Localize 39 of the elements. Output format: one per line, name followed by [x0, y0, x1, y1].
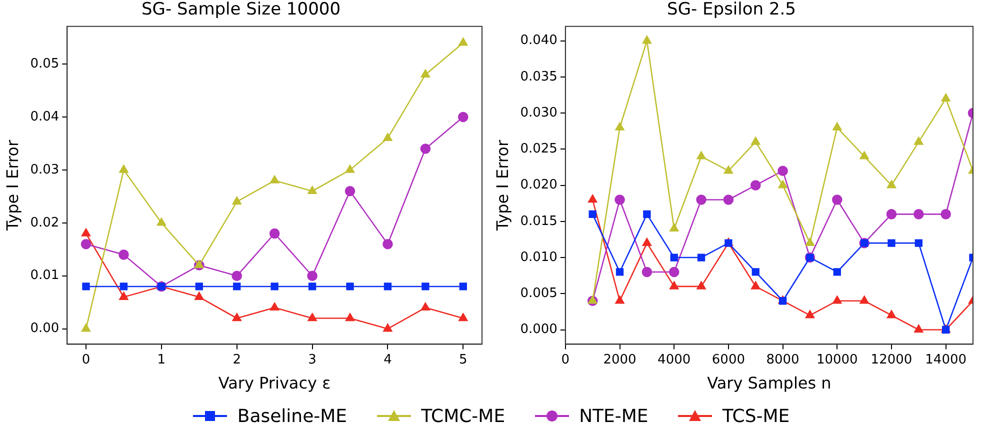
legend-label: TCMC-ME — [421, 406, 506, 426]
legend-label: NTE-ME — [579, 406, 648, 426]
x-tick-label: 0 — [561, 352, 570, 368]
y-tick-label: 0.03 — [30, 162, 60, 178]
x-tick-label: 1 — [157, 352, 166, 368]
x-tick-label: 4 — [384, 352, 392, 368]
y-tick-label: 0.02 — [30, 215, 60, 230]
x-tick-label: 2 — [232, 352, 241, 368]
y-tick-label: 0.020 — [520, 178, 558, 193]
x-tick-label: 5 — [459, 352, 468, 368]
legend-label: TCS-ME — [722, 406, 790, 426]
y-tick-label: 0.00 — [30, 321, 60, 336]
x-tick-label: 10000 — [816, 352, 858, 368]
y-tick-label: 0.010 — [520, 250, 558, 265]
y-axis-title: Type I Error — [492, 140, 512, 232]
x-tick-label: 2000 — [603, 352, 636, 368]
x-tick-label: 12000 — [870, 352, 912, 368]
y-tick-label: 0.015 — [520, 214, 558, 229]
y-tick-label: 0.05 — [30, 56, 60, 72]
legend-label: Baseline-ME — [237, 406, 348, 426]
y-axis-title: Type I Error — [2, 140, 22, 232]
x-tick-label: 14000 — [925, 352, 967, 368]
x-tick-label: 0 — [82, 352, 90, 368]
x-tick-label: 4000 — [658, 352, 691, 368]
x-tick-label: 3 — [308, 352, 316, 368]
x-axis-title: Vary Samples n — [707, 374, 832, 393]
x-tick-label: 6000 — [712, 352, 745, 368]
chart-title: SG- Sample Size 10000 — [141, 0, 341, 20]
y-tick-label: 0.035 — [520, 69, 558, 84]
y-tick-label: 0.025 — [520, 142, 558, 157]
y-tick-label: 0.01 — [30, 268, 60, 284]
chart-title: SG- Epsilon 2.5 — [667, 0, 796, 20]
x-axis-title: Vary Privacy ε — [218, 374, 331, 393]
y-tick-label: 0.040 — [520, 33, 558, 48]
y-tick-label: 0.005 — [520, 286, 558, 302]
y-tick-label: 0.030 — [520, 105, 558, 120]
x-tick-label: 8000 — [766, 352, 800, 368]
y-tick-label: 0.04 — [30, 109, 60, 124]
y-tick-label: 0.000 — [520, 322, 558, 338]
